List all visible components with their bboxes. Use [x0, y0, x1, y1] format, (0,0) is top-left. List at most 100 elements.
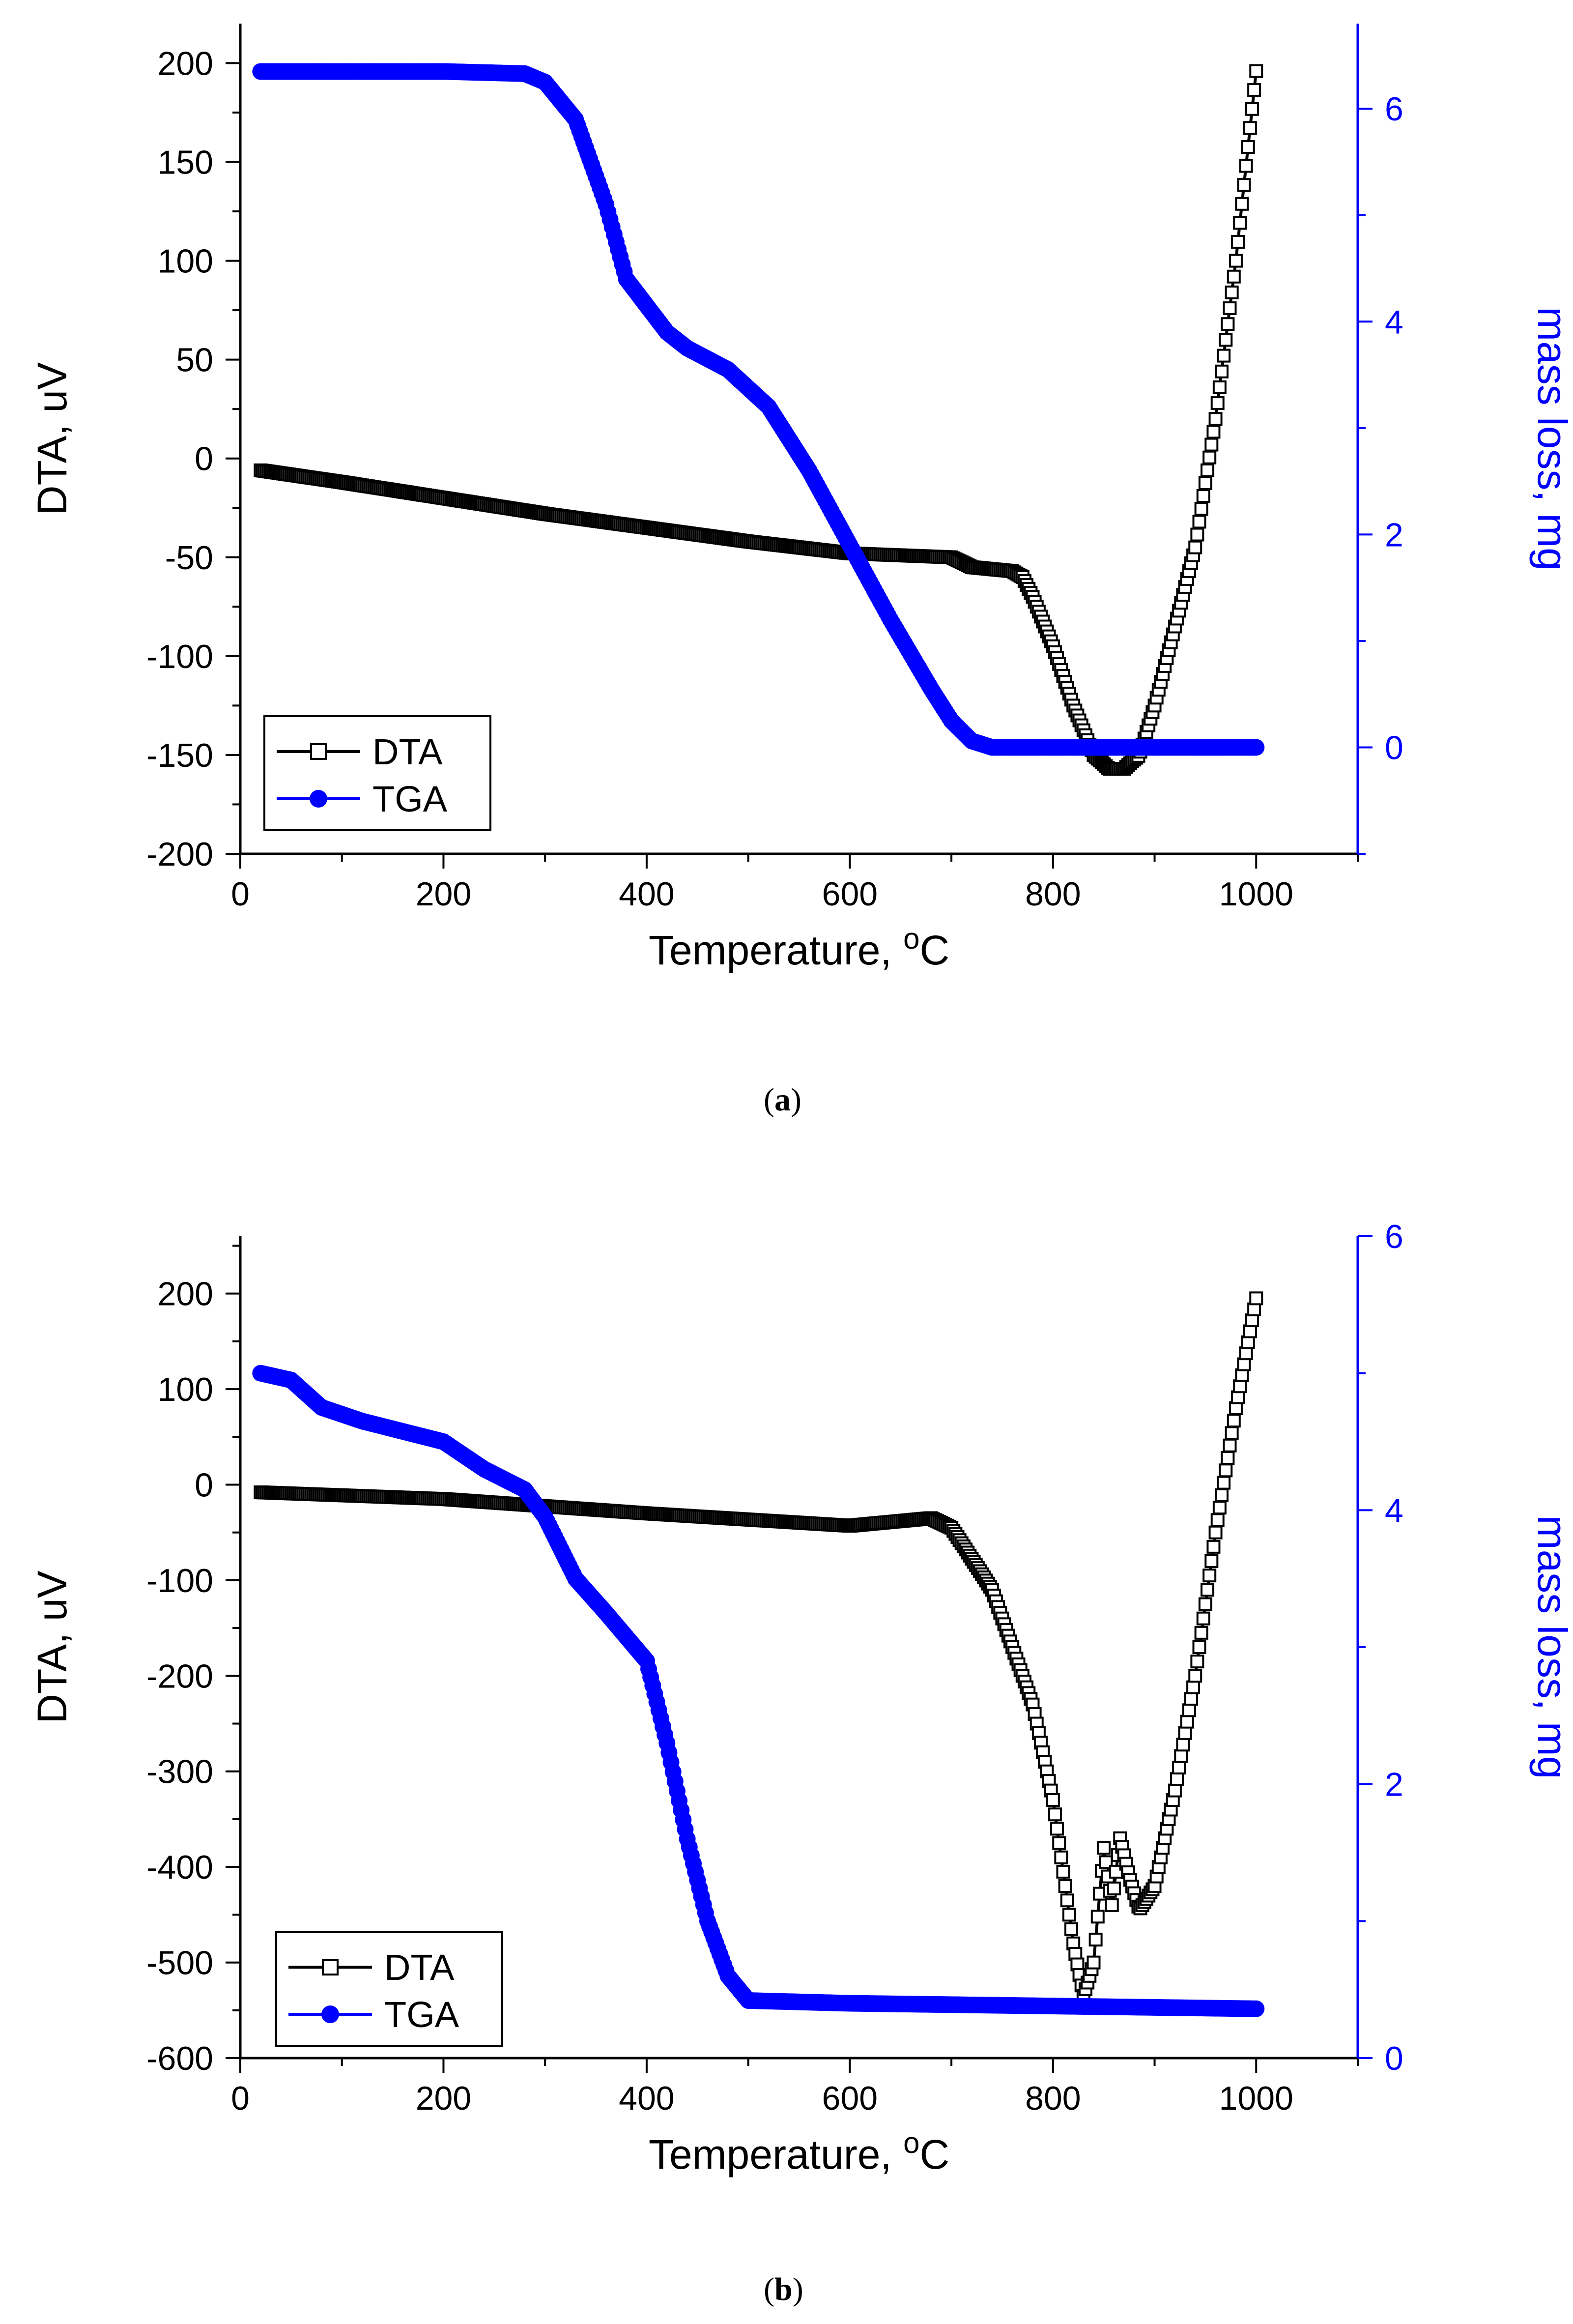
y-left-axis-title: DTA, uV [29, 362, 75, 515]
data-point [1184, 1691, 1198, 1706]
data-point [1245, 102, 1259, 116]
data-point [1090, 1910, 1105, 1924]
y-left-tick-label: -300 [146, 1753, 213, 1791]
x-axis-title: Temperature, oC [649, 2126, 949, 2178]
x-tick-label: 200 [416, 875, 471, 913]
data-point [1212, 1501, 1227, 1515]
data-point [1247, 83, 1261, 97]
y-left-tick-label: 100 [158, 243, 213, 280]
y-left-tick-label: -50 [165, 539, 213, 577]
data-point [1208, 412, 1223, 426]
x-tick-label: 200 [416, 2080, 471, 2117]
legend-tga-marker [310, 790, 327, 808]
y-right-axis-title: mass loss, mg [1529, 1515, 1573, 1779]
y-left-tick-label: 200 [158, 1276, 213, 1313]
x-axis-title: Temperature, oC [649, 922, 949, 973]
series-dta [254, 1291, 1263, 2003]
y-right-axis-title: mass loss, mg [1529, 307, 1573, 571]
data-point [1088, 1932, 1103, 1946]
legend-dta-label: DTA [372, 731, 443, 772]
caption-a: (a) [764, 1082, 801, 1118]
legend-box [275, 1931, 503, 2047]
x-tick-label: 600 [822, 2080, 878, 2117]
x-tick-label: 400 [619, 2080, 674, 2117]
y-left-tick-label: 100 [158, 1371, 213, 1408]
data-point [1208, 1525, 1223, 1540]
data-point [1223, 1438, 1237, 1452]
x-tick-label: 1000 [1219, 2080, 1293, 2117]
legend-dta-marker [322, 1959, 339, 1975]
y-right-tick-label: 0 [1385, 2040, 1403, 2077]
data-point [1214, 1488, 1229, 1502]
data-point [1192, 515, 1206, 529]
data-point [1196, 1611, 1210, 1626]
y-left-tick-label: -100 [146, 1562, 213, 1599]
data-point [1194, 1626, 1208, 1640]
y-right-tick-label: 2 [1385, 1766, 1403, 1803]
data-point [1225, 285, 1239, 299]
data-point [1206, 425, 1221, 439]
data-point [1168, 1783, 1182, 1798]
data-point [1097, 1841, 1111, 1855]
y-left-tick-label: 150 [158, 144, 213, 181]
data-point [1054, 1850, 1068, 1864]
data-point [1249, 1291, 1263, 1306]
y-left-tick-label: -600 [146, 2040, 213, 2077]
data-point [1198, 476, 1212, 490]
y-left-tick-label: 0 [195, 440, 213, 478]
data-point [1212, 380, 1227, 394]
data-point [1204, 1554, 1219, 1569]
data-point [1221, 317, 1235, 331]
x-tick-label: 0 [231, 2080, 250, 2117]
data-point [1201, 1583, 1215, 1597]
data-point [1229, 254, 1243, 268]
data-point [1087, 1955, 1101, 1970]
y-left-tick-label: 50 [176, 342, 213, 379]
data-point [1237, 1357, 1251, 1371]
x-tick-label: 1000 [1219, 875, 1293, 913]
data-point [1202, 1569, 1217, 1583]
legend: DTA TGA [263, 715, 491, 831]
legend-dta-label: DTA [384, 1947, 455, 1988]
data-point [1056, 1864, 1070, 1879]
data-point [1058, 1879, 1072, 1893]
series-tga [252, 63, 1265, 756]
data-point [1174, 1749, 1188, 1763]
data-point [1060, 1893, 1074, 1908]
legend-tga-marker [321, 2005, 339, 2023]
series-line [260, 71, 1258, 771]
data-point [1204, 437, 1219, 452]
data-point [1210, 396, 1225, 410]
legend-box [263, 715, 491, 831]
x-tick-label: 800 [1025, 875, 1081, 913]
data-point [1188, 1669, 1202, 1683]
y-right-tick-label: 6 [1385, 1218, 1403, 1255]
data-point [1210, 1513, 1225, 1527]
series-dta [254, 64, 1263, 776]
y-right-tick-label: 6 [1385, 90, 1403, 128]
chart-b: 0 200 400 600 800 1000-600-500-400-300-200-10… [29, 1218, 1573, 2178]
y-left-tick-label: -200 [146, 1657, 213, 1695]
data-point [1227, 269, 1241, 284]
data-point [1186, 1680, 1201, 1694]
data-point [1201, 463, 1215, 477]
data-point [1243, 121, 1257, 135]
data-point [1248, 2000, 1265, 2017]
data-point [1248, 739, 1265, 756]
data-point [1105, 1898, 1119, 1912]
caption-a-label: a [774, 1082, 791, 1118]
data-point [1231, 1390, 1245, 1404]
data-point [1052, 1836, 1066, 1850]
data-point [1190, 1655, 1204, 1669]
legend-tga-label: TGA [384, 1994, 459, 2035]
legend-tga-label: TGA [372, 779, 448, 819]
data-point [1062, 1908, 1076, 1922]
data-point [1198, 1597, 1212, 1611]
data-point [1217, 349, 1231, 363]
series-tga [252, 1365, 1265, 2017]
legend-dta-marker [310, 743, 327, 760]
caption-b-label: b [774, 2271, 793, 2307]
y-left-tick-label: 200 [158, 45, 213, 82]
x-tick-label: 800 [1025, 2080, 1081, 2117]
